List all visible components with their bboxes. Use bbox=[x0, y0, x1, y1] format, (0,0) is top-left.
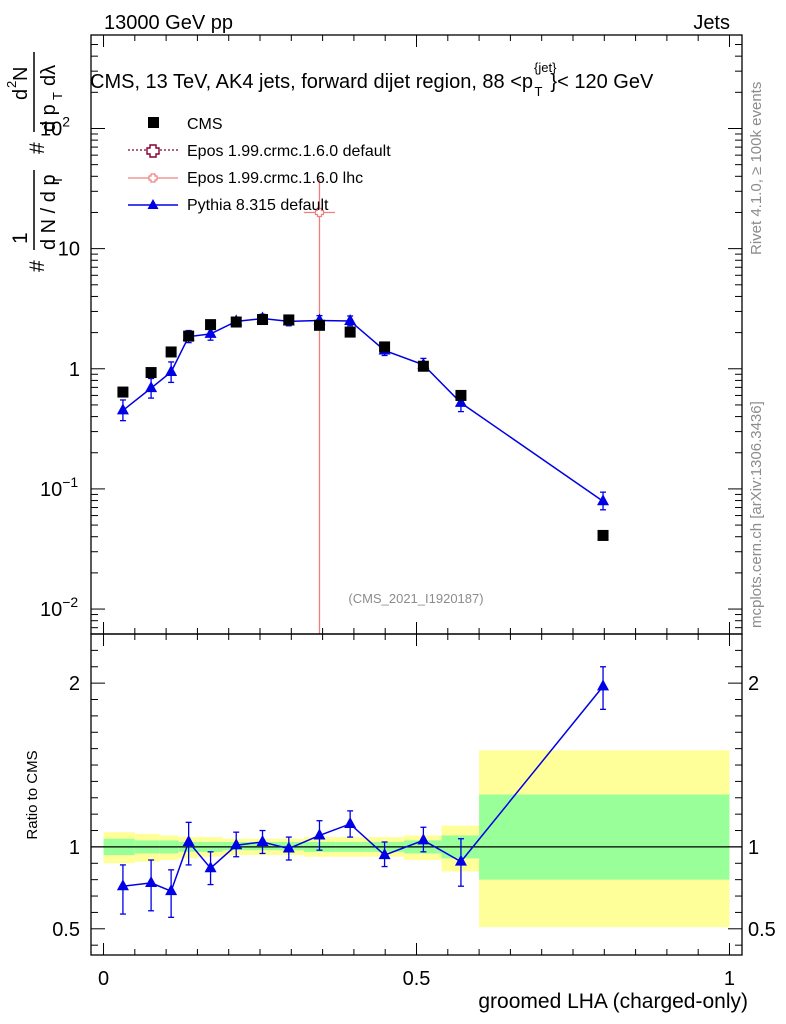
ratio-pythia-point bbox=[417, 833, 430, 845]
svg-text:T: T bbox=[50, 176, 65, 184]
ratio-pythia-line bbox=[122, 685, 604, 893]
svg-text:d N / d p: d N / d p bbox=[38, 174, 60, 250]
cms-point bbox=[165, 346, 177, 358]
ratio-y-tick-label-right: 0.5 bbox=[748, 919, 776, 941]
ratio-pythia-point bbox=[313, 828, 326, 840]
axis-ticks bbox=[91, 34, 742, 955]
plot-title: CMS, 13 TeV, AK4 jets, forward dijet reg… bbox=[90, 60, 654, 99]
cms-point bbox=[257, 314, 269, 326]
cms-point bbox=[183, 330, 195, 342]
pythia-point bbox=[145, 381, 158, 393]
ratio-y-tick-label-right: 1 bbox=[748, 837, 759, 859]
epos-lhc-point bbox=[314, 207, 325, 218]
analysis-id-label: (CMS_2021_I1920187) bbox=[348, 591, 483, 606]
svg-text:#: # bbox=[26, 142, 49, 154]
x-tick-label: 1 bbox=[724, 968, 735, 990]
svg-text:2: 2 bbox=[4, 81, 19, 88]
ratio-pythia-point bbox=[282, 841, 295, 853]
rivet-version-label: Rivet 4.1.0, ≥ 100k events bbox=[748, 82, 765, 255]
pythia-point bbox=[454, 395, 467, 407]
cms-point bbox=[313, 319, 325, 331]
cms-point bbox=[379, 341, 391, 353]
svg-text:#: # bbox=[26, 260, 49, 272]
svg-text:T: T bbox=[50, 92, 65, 100]
cms-point bbox=[230, 316, 242, 328]
legend-epos-default-label: Epos 1.99.crmc.1.6.0 default bbox=[187, 143, 391, 160]
cms-point bbox=[344, 326, 356, 338]
ratio-pythia-point bbox=[256, 834, 269, 846]
ratio-y-axis-label: Ratio to CMS bbox=[24, 750, 41, 839]
y-tick-label: 102 bbox=[40, 113, 70, 140]
ratio-pythia-point bbox=[378, 848, 391, 860]
svg-text:d: d bbox=[10, 89, 32, 100]
ratio-pythia-point bbox=[182, 834, 195, 846]
green-band bbox=[247, 841, 273, 851]
ratio-pythia-point bbox=[230, 838, 243, 850]
ratio-uncertainty-bands bbox=[103, 750, 730, 928]
cms-point bbox=[145, 367, 157, 379]
ratio-pythia-point bbox=[204, 861, 217, 873]
cms-point bbox=[417, 360, 429, 372]
ratio-y-tick-label: 1 bbox=[69, 837, 80, 859]
ratio-y-tick-label-right: 2 bbox=[748, 673, 759, 695]
collision-energy-label: 13000 GeV pp bbox=[104, 12, 233, 34]
ratio-pythia-point bbox=[454, 854, 467, 866]
svg-text:dλ: dλ bbox=[38, 65, 60, 86]
y-tick-label: 10−2 bbox=[40, 594, 78, 621]
cms-point bbox=[205, 319, 217, 331]
pythia-point bbox=[597, 494, 610, 506]
ratio-pythia-point bbox=[165, 884, 178, 896]
cms-point bbox=[117, 386, 129, 398]
ratio-pythia-point bbox=[597, 679, 610, 691]
x-axis-label: groomed LHA (charged-only) bbox=[478, 990, 748, 1013]
y-tick-label: 10 bbox=[58, 239, 80, 261]
pythia-point bbox=[204, 326, 217, 338]
legend-epos-lhc-label: Epos 1.99.crmc.1.6.0 lhc bbox=[187, 170, 363, 187]
cms-point bbox=[455, 389, 467, 401]
legend: CMS Epos 1.99.crmc.1.6.0 default Epos 1.… bbox=[128, 116, 391, 214]
x-tick-label: 0.5 bbox=[403, 968, 431, 990]
ratio-y-tick-label: 0.5 bbox=[52, 919, 80, 941]
cms-point bbox=[597, 529, 609, 541]
process-label: Jets bbox=[693, 12, 730, 34]
cms-point bbox=[283, 314, 295, 326]
svg-text:d p: d p bbox=[38, 104, 60, 132]
legend-epos-default-marker bbox=[128, 144, 178, 158]
legend-cms-label: CMS bbox=[187, 116, 223, 133]
y-tick-label: 10−1 bbox=[40, 474, 78, 501]
tick-labels: 0 0.5 1 10−2 10−1 1 10 102 0.5 0.5 1 1 2 2 bbox=[40, 113, 776, 990]
legend-cms-marker bbox=[148, 117, 159, 128]
ratio-y-tick-label: 2 bbox=[69, 673, 80, 695]
ratio-panel-data bbox=[116, 666, 610, 918]
pythia-point bbox=[344, 313, 357, 325]
pythia-line bbox=[122, 317, 604, 502]
svg-text:1: 1 bbox=[9, 232, 32, 244]
y-tick-label: 1 bbox=[69, 359, 80, 381]
legend-epos-lhc-marker bbox=[128, 173, 178, 183]
pythia-point bbox=[116, 403, 129, 415]
svg-text:N: N bbox=[10, 67, 32, 81]
x-tick-label: 0 bbox=[98, 968, 109, 990]
legend-pythia-label: Pythia 8.315 default bbox=[187, 197, 329, 214]
pythia-point bbox=[165, 365, 178, 377]
green-band bbox=[479, 794, 730, 880]
main-panel-data bbox=[116, 178, 610, 634]
main-y-axis-label: # 1 d N / d p T # d 2 N d p T dλ bbox=[4, 52, 65, 272]
mcplots-credit-label: mcplots.cern.ch [arXiv:1306.3436] bbox=[748, 401, 765, 628]
ratio-pythia-point bbox=[344, 816, 357, 828]
ratio-pythia-point bbox=[116, 879, 129, 891]
legend-pythia-marker bbox=[128, 199, 178, 209]
ratio-pythia-point bbox=[145, 875, 158, 887]
